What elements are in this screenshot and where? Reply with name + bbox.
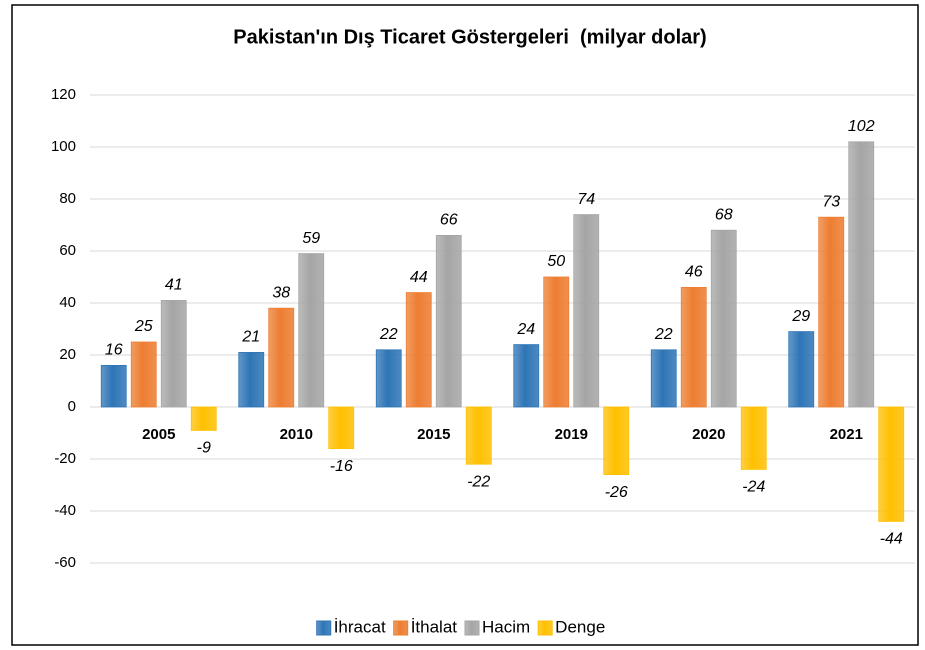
bar: [603, 406, 630, 475]
data-label: -16: [330, 458, 353, 475]
bar: [650, 349, 677, 408]
data-label: 22: [379, 326, 398, 343]
legend-swatch: [393, 620, 409, 636]
bar: [740, 406, 767, 470]
bar: [375, 349, 402, 408]
bar: [298, 253, 325, 408]
bar: [710, 229, 737, 408]
grid: [90, 94, 915, 564]
y-tick-label: 60: [59, 242, 76, 259]
labels: -60 -40 -20 0 20 40 60 80 100 120 2005 16 25 41 -9 2010…: [51, 86, 903, 571]
data-label: 59: [302, 230, 320, 247]
data-label: -22: [467, 473, 490, 490]
y-tick-label: 0: [68, 398, 76, 415]
x-tick-label: 2005: [142, 426, 175, 443]
data-label: 46: [685, 264, 703, 281]
bar: [878, 406, 905, 522]
y-tick-label: 20: [59, 346, 76, 363]
data-label: 25: [134, 318, 153, 335]
data-label: 16: [105, 342, 123, 359]
data-label: 73: [822, 193, 840, 210]
bar: [513, 344, 540, 408]
bars: [100, 141, 905, 522]
x-tick-label: 2020: [692, 426, 725, 443]
bar: [680, 286, 707, 408]
data-label: 21: [241, 329, 260, 346]
legend-swatch: [316, 620, 332, 636]
chart-title: Pakistan'ın Dış Ticaret Göstergeleri (mi…: [233, 26, 706, 48]
data-label: 102: [848, 118, 875, 135]
y-tick-label: 40: [59, 294, 76, 311]
legend-label: Denge: [555, 617, 605, 636]
data-label: 66: [440, 212, 458, 229]
x-tick-label: 2015: [417, 426, 450, 443]
bar: [543, 276, 570, 408]
bar: [130, 341, 157, 408]
data-label: 74: [577, 191, 595, 208]
x-tick-label: 2021: [830, 426, 863, 443]
data-label: 24: [516, 321, 535, 338]
y-tick-label: -20: [54, 450, 76, 467]
y-tick-label: -40: [54, 502, 76, 519]
y-tick-label: 80: [59, 190, 76, 207]
bar: [818, 216, 845, 408]
legend-label: İthalat: [411, 617, 458, 636]
legend-swatch: [464, 620, 480, 636]
y-tick-label: 100: [51, 138, 76, 155]
bar: [190, 406, 217, 431]
data-label: -26: [605, 484, 628, 501]
bar: [573, 214, 600, 408]
legend-label: İhracat: [334, 617, 386, 636]
legend-label: Hacim: [482, 617, 530, 636]
data-label: 38: [272, 284, 290, 301]
data-label: 68: [715, 206, 733, 223]
bar: [788, 331, 815, 408]
bar: [435, 234, 462, 408]
legend-swatch: [537, 620, 553, 636]
data-label: 44: [410, 269, 428, 286]
bar: [100, 364, 127, 408]
data-label: -44: [880, 531, 903, 548]
bar: [238, 351, 265, 408]
bar: [405, 292, 432, 408]
y-tick-label: -60: [54, 554, 76, 571]
bar: [465, 406, 492, 465]
bar: [328, 406, 355, 449]
data-label: -24: [742, 479, 765, 496]
legend: İhracat İthalat Hacim Denge: [316, 617, 605, 636]
data-label: 22: [654, 326, 673, 343]
bar: [848, 141, 875, 408]
data-label: -9: [197, 440, 211, 457]
data-label: 29: [791, 308, 810, 325]
x-tick-label: 2019: [555, 426, 588, 443]
data-label: 41: [165, 277, 183, 294]
x-tick-label: 2010: [280, 426, 313, 443]
data-label: 50: [547, 253, 565, 270]
y-tick-label: 120: [51, 86, 76, 103]
bar: [160, 299, 187, 408]
bar: [268, 307, 295, 408]
